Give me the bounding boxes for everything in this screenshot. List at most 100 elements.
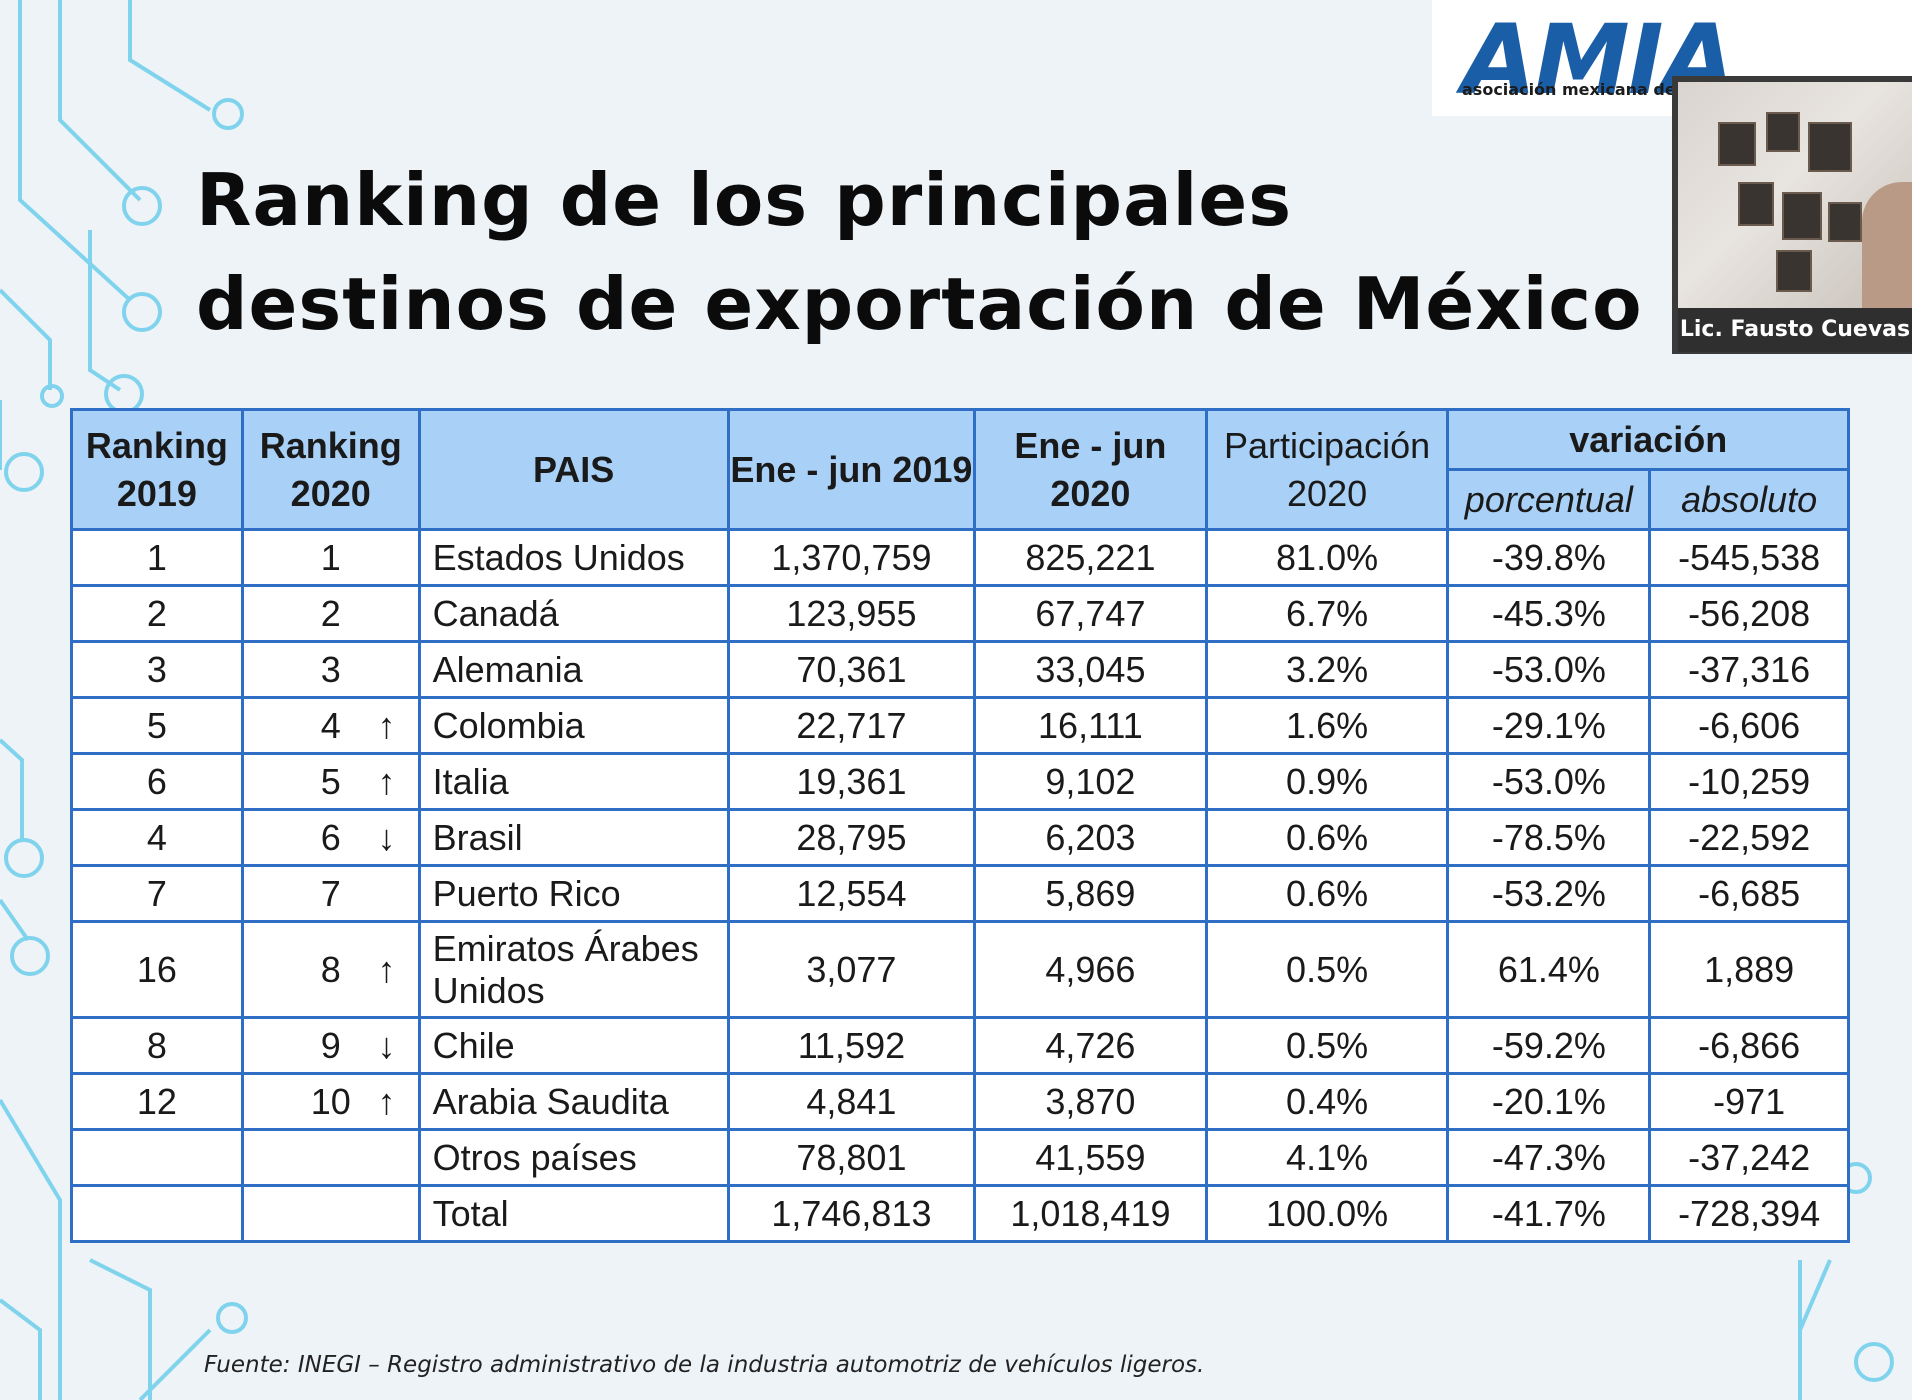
- variation-absolute-cell: -6,866: [1648, 1016, 1850, 1075]
- rank-2020-cell: 6 ↓: [240, 808, 421, 867]
- jan-jun-2019-cell: 4,841: [726, 1072, 977, 1131]
- header-share-2020: Participación 2020: [1204, 408, 1450, 531]
- rank-2020-cell: 8 ↑: [240, 920, 421, 1019]
- jan-jun-2019-cell: 70,361: [726, 640, 977, 699]
- rank-2020-value: 1: [320, 536, 341, 578]
- country-cell: Otros países: [417, 1128, 730, 1187]
- rank-2020-cell: [240, 1128, 421, 1187]
- arrow-up-icon: ↑: [377, 1080, 396, 1122]
- variation-percent-cell: -53.2%: [1446, 864, 1652, 923]
- table-row: 2 2 Canadá 123,955 67,747 6.7% -45.3% -56,208: [70, 584, 1850, 643]
- logo-subtitle: asociación mexicana de la: [1462, 80, 1698, 99]
- rank-2019-cell: 7: [70, 864, 244, 923]
- rank-2019-cell: 16: [70, 920, 244, 1019]
- rank-2019-cell: 5: [70, 696, 244, 755]
- rank-2020-cell: 9 ↓: [240, 1016, 421, 1075]
- jan-jun-2020-cell: 16,111: [973, 696, 1208, 755]
- arrow-down-icon: ↓: [377, 1024, 396, 1066]
- country-cell: Puerto Rico: [417, 864, 730, 923]
- variation-percent-cell: -20.1%: [1446, 1072, 1652, 1131]
- rank-2020-cell: 5 ↑: [240, 752, 421, 811]
- jan-jun-2019-cell: 1,370,759: [726, 528, 977, 587]
- jan-jun-2020-cell: 1,018,419: [973, 1184, 1208, 1243]
- share-2020-cell: 0.6%: [1204, 808, 1450, 867]
- country-cell: Total: [417, 1184, 730, 1243]
- jan-jun-2020-cell: 9,102: [973, 752, 1208, 811]
- jan-jun-2020-cell: 3,870: [973, 1072, 1208, 1131]
- variation-percent-cell: 61.4%: [1446, 920, 1652, 1019]
- variation-percent-cell: -29.1%: [1446, 696, 1652, 755]
- share-2020-cell: 81.0%: [1204, 528, 1450, 587]
- share-2020-cell: 6.7%: [1204, 584, 1450, 643]
- rank-2019-cell: [70, 1184, 244, 1243]
- header-rank-2020: Ranking 2020: [240, 408, 421, 531]
- rank-2019-cell: 2: [70, 584, 244, 643]
- table-row: 1 1 Estados Unidos 1,370,759 825,221 81.0% -39…: [70, 528, 1850, 587]
- variation-absolute-cell: -22,592: [1648, 808, 1850, 867]
- variation-percent-cell: -41.7%: [1446, 1184, 1652, 1243]
- rank-2020-value: 3: [320, 648, 341, 690]
- variation-absolute-cell: -37,242: [1648, 1128, 1850, 1187]
- country-cell: Chile: [417, 1016, 730, 1075]
- rank-2019-cell: 12: [70, 1072, 244, 1131]
- rank-2020-cell: 3: [240, 640, 421, 699]
- jan-jun-2020-cell: 6,203: [973, 808, 1208, 867]
- jan-jun-2019-cell: 78,801: [726, 1128, 977, 1187]
- rank-2019-cell: [70, 1128, 244, 1187]
- rank-2019-cell: 4: [70, 808, 244, 867]
- share-2020-cell: 0.4%: [1204, 1072, 1450, 1131]
- table-row: 4 6 ↓ Brasil 28,795 6,203 0.6% -78.5% -22,592: [70, 808, 1850, 867]
- rank-2020-cell: 10 ↑: [240, 1072, 421, 1131]
- table-row: 3 3 Alemania 70,361 33,045 3.2% -53.0% -37,316: [70, 640, 1850, 699]
- share-2020-cell: 0.6%: [1204, 864, 1450, 923]
- source-note: Fuente: INEGI – Registro administrativo …: [204, 1352, 1205, 1378]
- variation-absolute-cell: -971: [1648, 1072, 1850, 1131]
- header-jan-jun-2020: Ene - jun 2020: [973, 408, 1208, 531]
- rank-2020-cell: 7: [240, 864, 421, 923]
- jan-jun-2020-cell: 33,045: [973, 640, 1208, 699]
- rank-2020-value: 8: [320, 948, 341, 990]
- jan-jun-2019-cell: 12,554: [726, 864, 977, 923]
- share-2020-cell: 4.1%: [1204, 1128, 1450, 1187]
- share-2020-cell: 3.2%: [1204, 640, 1450, 699]
- variation-absolute-cell: -56,208: [1648, 584, 1850, 643]
- jan-jun-2020-cell: 4,726: [973, 1016, 1208, 1075]
- variation-percent-cell: -59.2%: [1446, 1016, 1652, 1075]
- table-row: Otros países 78,801 41,559 4.1% -47.3% -37,24…: [70, 1128, 1850, 1187]
- variation-percent-cell: -45.3%: [1446, 584, 1652, 643]
- rank-2020-value: 6: [320, 816, 341, 858]
- share-2020-cell: 0.9%: [1204, 752, 1450, 811]
- header-jan-jun-2019: Ene - jun 2019: [726, 408, 977, 531]
- rank-2020-cell: [240, 1184, 421, 1243]
- rank-2020-cell: 4 ↑: [240, 696, 421, 755]
- participant-video-tile[interactable]: Lic. Fausto Cuevas: [1672, 76, 1912, 354]
- country-cell: Emiratos Árabes Unidos: [417, 920, 730, 1019]
- share-2020-cell: 0.5%: [1204, 920, 1450, 1019]
- variation-absolute-cell: -10,259: [1648, 752, 1850, 811]
- rank-2019-cell: 1: [70, 528, 244, 587]
- participant-silhouette: [1862, 182, 1912, 308]
- variation-absolute-cell: 1,889: [1648, 920, 1850, 1019]
- country-cell: Estados Unidos: [417, 528, 730, 587]
- arrow-up-icon: ↑: [377, 760, 396, 802]
- jan-jun-2020-cell: 825,221: [973, 528, 1208, 587]
- arrow-down-icon: ↓: [377, 816, 396, 858]
- jan-jun-2019-cell: 11,592: [726, 1016, 977, 1075]
- jan-jun-2019-cell: 1,746,813: [726, 1184, 977, 1243]
- rank-2020-value: 2: [320, 592, 341, 634]
- slide-title: Ranking de los principales destinos de e…: [196, 158, 1643, 346]
- rank-2020-cell: 2: [240, 584, 421, 643]
- jan-jun-2020-cell: 5,869: [973, 864, 1208, 923]
- variation-percent-cell: -39.8%: [1446, 528, 1652, 587]
- variation-absolute-cell: -6,685: [1648, 864, 1850, 923]
- table-row: 16 8 ↑ Emiratos Árabes Unidos 3,077 4,966 0.5%…: [70, 920, 1850, 1019]
- jan-jun-2020-cell: 4,966: [973, 920, 1208, 1019]
- table-row: 7 7 Puerto Rico 12,554 5,869 0.6% -53.2% -6,685: [70, 864, 1850, 923]
- jan-jun-2019-cell: 19,361: [726, 752, 977, 811]
- rank-2020-value: 9: [320, 1024, 341, 1066]
- table-row: 5 4 ↑ Colombia 22,717 16,111 1.6% -29.1% -6,606: [70, 696, 1850, 755]
- jan-jun-2019-cell: 28,795: [726, 808, 977, 867]
- variation-percent-cell: -47.3%: [1446, 1128, 1652, 1187]
- table-row: 12 10 ↑ Arabia Saudita 4,841 3,870 0.4% -20.1% -…: [70, 1072, 1850, 1131]
